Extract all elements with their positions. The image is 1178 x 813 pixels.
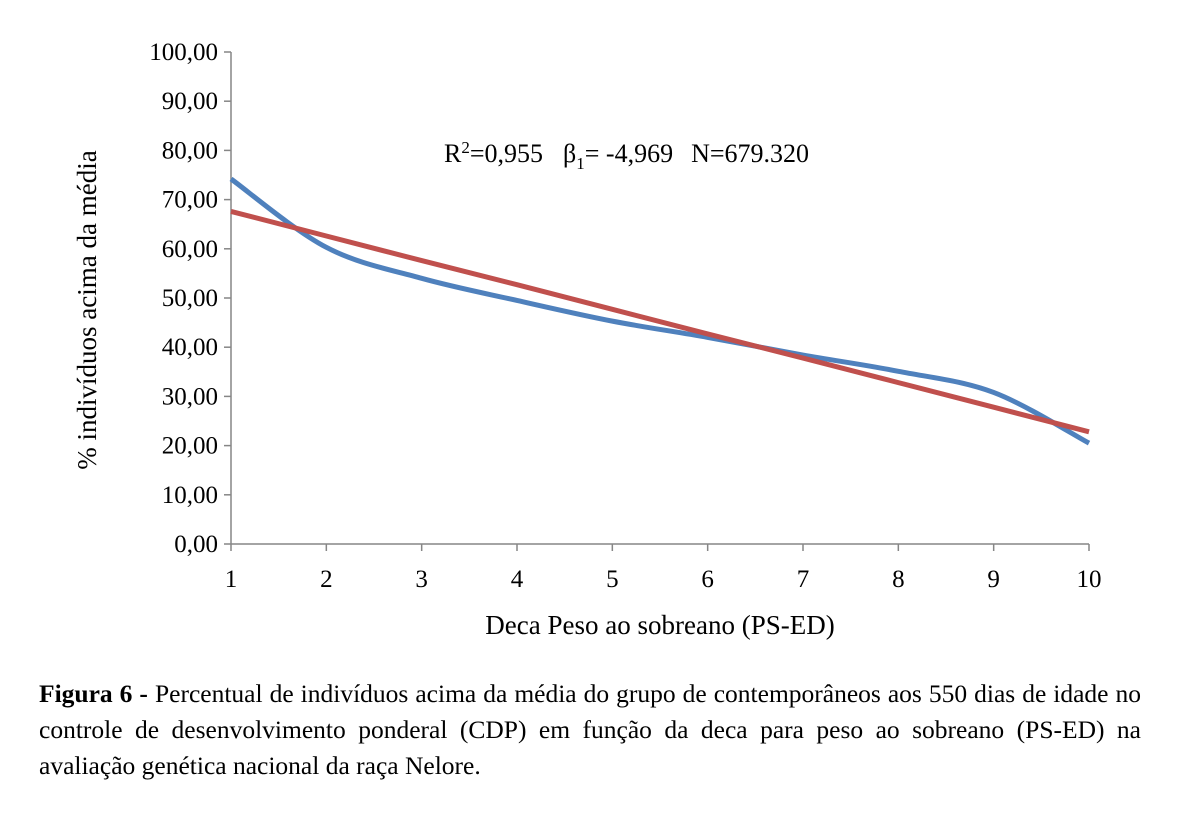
series-layer xyxy=(229,176,1091,446)
y-tick-label: 20,00 xyxy=(162,433,218,460)
y-tick-label: 50,00 xyxy=(162,285,218,312)
y-axis: 0,00 10,00 20,00 30,00 40,00 50,00 60,00 70,00 8… xyxy=(149,39,232,558)
x-tick-label: 3 xyxy=(415,566,428,593)
line-chart: 0,00 10,00 20,00 30,00 40,00 50,00 60,00 70,00 8… xyxy=(72,39,1102,640)
beta-value: = -4,969 xyxy=(585,139,673,168)
regression-annotation: R2=0,955 β1= -4,969 N=679.320 xyxy=(444,138,809,173)
caption-text: Percentual de indivíduos acima da média … xyxy=(39,679,1142,780)
x-tick-label: 8 xyxy=(892,566,905,593)
y-tick-label: 90,00 xyxy=(162,88,218,115)
x-tick-label: 6 xyxy=(701,566,714,593)
y-tick-label: 70,00 xyxy=(162,187,218,214)
x-tick-label: 5 xyxy=(606,566,619,593)
y-tick-label: 10,00 xyxy=(162,482,218,509)
x-tick-label: 2 xyxy=(320,566,333,593)
regression-series-line xyxy=(230,208,1090,435)
y-axis-title: % indivíduos acima da média xyxy=(72,150,102,469)
x-tick-label: 7 xyxy=(797,566,810,593)
x-axis: 1 2 3 4 5 6 7 8 9 10 xyxy=(225,543,1102,593)
beta-label: β xyxy=(563,139,576,168)
beta-subscript: 1 xyxy=(576,154,585,173)
r2-superscript: 2 xyxy=(461,138,470,157)
observed-series-line xyxy=(229,176,1091,446)
y-tick-label: 30,00 xyxy=(162,383,218,410)
y-tick-label: 80,00 xyxy=(162,137,218,164)
y-tick-label: 40,00 xyxy=(162,334,218,361)
figure-caption: Figura 6 - Percentual de indivíduos acim… xyxy=(39,676,1141,784)
caption-label: Figura 6 - xyxy=(39,679,148,708)
x-tick-label: 10 xyxy=(1077,566,1102,593)
r2-value: =0,955 xyxy=(470,139,543,168)
n-value: N=679.320 xyxy=(691,139,809,168)
y-tick-label: 0,00 xyxy=(174,531,218,558)
y-tick-label: 60,00 xyxy=(162,236,218,263)
x-tick-label: 9 xyxy=(987,566,1000,593)
y-tick-label: 100,00 xyxy=(149,39,218,66)
x-tick-label: 1 xyxy=(225,566,238,593)
x-axis-title: Deca Peso ao sobreano (PS-ED) xyxy=(485,610,834,640)
x-tick-label: 4 xyxy=(511,566,524,593)
r2-label: R xyxy=(444,139,462,168)
